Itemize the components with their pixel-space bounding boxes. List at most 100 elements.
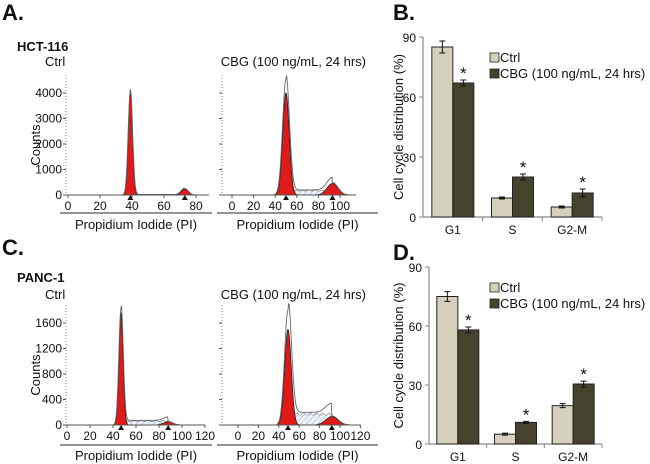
x-tick-label: 40 [125,199,139,213]
envelope-line [238,303,361,426]
x-tick-label: 60 [129,429,143,443]
legend-swatch [489,52,500,63]
bar-ctrl-g1 [436,296,459,445]
error-bar [579,188,586,198]
significance-asterisk: * [460,64,467,83]
x-tick-label: 20 [93,199,107,213]
x-tick-label: G2-M [557,223,587,237]
significance-asterisk: * [465,311,472,330]
y-tick-label: 1200 [35,342,62,356]
peak-marker-icon [118,425,125,430]
significance-asterisk: * [523,405,530,424]
error-bar [502,432,508,436]
y-tick-label: 30 [409,379,423,393]
legend-label: CBG (100 ng/mL, 24 hrs) [500,66,645,81]
peak-marker-icon [127,195,134,200]
y-tick-label: 1000 [35,163,62,177]
legend-label: Ctrl [500,50,520,65]
peak-marker-icon [181,195,188,200]
y-tick-label: 2000 [35,137,62,151]
error-bar [580,380,587,388]
s-phase-area [120,420,169,426]
x-tick-label: 60 [157,199,171,213]
y-tick-label: 60 [409,320,423,334]
legend-swatch [489,298,500,309]
bar-ctrl-g2-m [551,405,574,445]
cell-line-label-c: PANC-1 [17,270,64,285]
g1-peak [121,90,139,196]
x-tick-label: 20 [83,429,97,443]
panel-label-d: D. [393,240,415,265]
x-tick-label: G1 [450,450,466,464]
bar-ctrl-g1 [431,46,454,218]
envelope-line [67,305,205,426]
x-tick-label: 20 [252,429,266,443]
error-bar [439,40,446,54]
y-tick-label: 0 [409,211,416,225]
x-tick-label: 60 [290,199,304,213]
bar-cbg-g1 [452,82,475,218]
legend-label: Ctrl [500,280,520,295]
legend-label: CBG (100 ng/mL, 24 hrs) [500,296,645,311]
legend-swatch [489,282,500,293]
cell-line-label-a: HCT-116 [17,39,68,54]
g1-peak [274,328,302,426]
x-tick-label: G2-M [558,450,588,464]
envelope-line [232,75,357,196]
error-bar [460,79,467,87]
panel-label-b: B. [393,0,415,25]
y-tick-label: 800 [42,367,62,381]
x-tick-label: 0 [229,199,236,213]
error-bar [520,173,526,181]
error-bar [444,291,451,302]
y-tick-label: 1600 [35,316,62,330]
peak-marker-icon [328,425,335,430]
x-tick-label: 120 [350,429,370,443]
g1-peak [272,92,300,196]
y-tick-label: 60 [403,91,417,105]
bar-ctrl-s [491,197,513,218]
error-bar [465,326,472,334]
condition-label: Ctrl [45,54,65,69]
x-tick-label: S [508,223,516,237]
bar-cbg-g1 [457,329,480,445]
y-tick-label: 30 [403,151,417,165]
significance-asterisk: * [520,158,527,177]
panel-label-c: C. [2,235,24,260]
error-bar [499,196,505,200]
peak-marker-icon [165,425,172,430]
y-tick-label: 3000 [35,112,62,126]
y-tick-label: 90 [403,31,417,45]
x-tick-label: 0 [64,429,71,443]
x-tick-label: S [511,450,519,464]
x-tick-label: 40 [269,199,283,213]
bar-cbg-g2-m [572,383,595,445]
x-tick-label: 120 [195,429,215,443]
bar-cbg-s [515,421,537,445]
y-axis-label: Counts [28,124,43,166]
g1-peak [112,312,130,426]
x-tick-label: G1 [445,223,461,237]
condition-label: CBG (100 ng/mL, 24 hrs) [221,54,366,69]
x-tick-label: 40 [106,429,120,443]
y-tick-label: 0 [415,438,422,452]
x-tick-label: 60 [293,429,307,443]
x-tick-label: 40 [272,429,286,443]
y-tick-label: 4000 [35,86,62,100]
condition-label: Ctrl [45,287,65,302]
y-axis-label: Cell cycle distribution (%) [391,283,406,429]
condition-label: CBG (100 ng/mL, 24 hrs) [221,287,366,302]
x-tick-label: 0 [65,199,72,213]
y-axis-label: Counts [28,354,43,396]
x-axis-label: Propidium Iodide (PI) [75,448,197,463]
error-bar [523,420,529,424]
x-axis-label: Propidium Iodide (PI) [236,448,358,463]
peak-marker-icon [284,425,291,430]
peak-marker-icon [283,195,289,200]
y-tick-label: 0 [55,418,62,432]
panel-label-a: A. [2,0,24,25]
significance-asterisk: * [580,365,587,384]
x-tick-label: 20 [247,199,261,213]
peak-marker-icon [329,195,336,200]
